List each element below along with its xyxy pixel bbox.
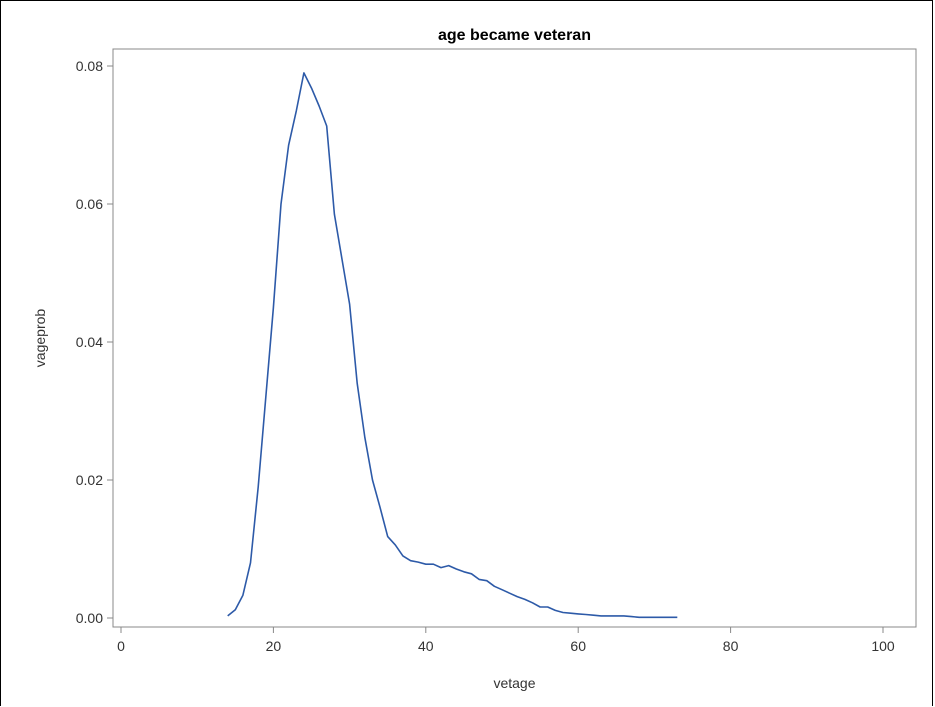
x-tick-label: 60 xyxy=(570,638,586,654)
series-line xyxy=(227,72,678,619)
x-tick-label: 40 xyxy=(418,638,434,654)
y-axis-ticks: 0.00 0.02 0.04 0.06 0.08 xyxy=(76,58,113,626)
y-tick-label: 0.06 xyxy=(76,196,103,212)
x-tick-label: 0 xyxy=(117,638,125,654)
chart-title: age became veteran xyxy=(438,27,591,44)
y-tick-label: 0.04 xyxy=(76,334,103,350)
plot-area xyxy=(112,48,917,628)
y-tick-label: 0.00 xyxy=(76,610,103,626)
x-axis-label: vetage xyxy=(493,675,535,691)
x-tick-label: 80 xyxy=(723,638,739,654)
y-tick-label: 0.02 xyxy=(76,472,103,488)
x-tick-label: 20 xyxy=(266,638,282,654)
y-tick-label: 0.08 xyxy=(76,58,103,74)
x-axis-ticks: 0 20 40 60 80 100 xyxy=(117,627,895,654)
series-group xyxy=(227,72,678,619)
x-tick-label: 100 xyxy=(871,638,895,654)
y-axis-label: vageprob xyxy=(32,309,48,368)
